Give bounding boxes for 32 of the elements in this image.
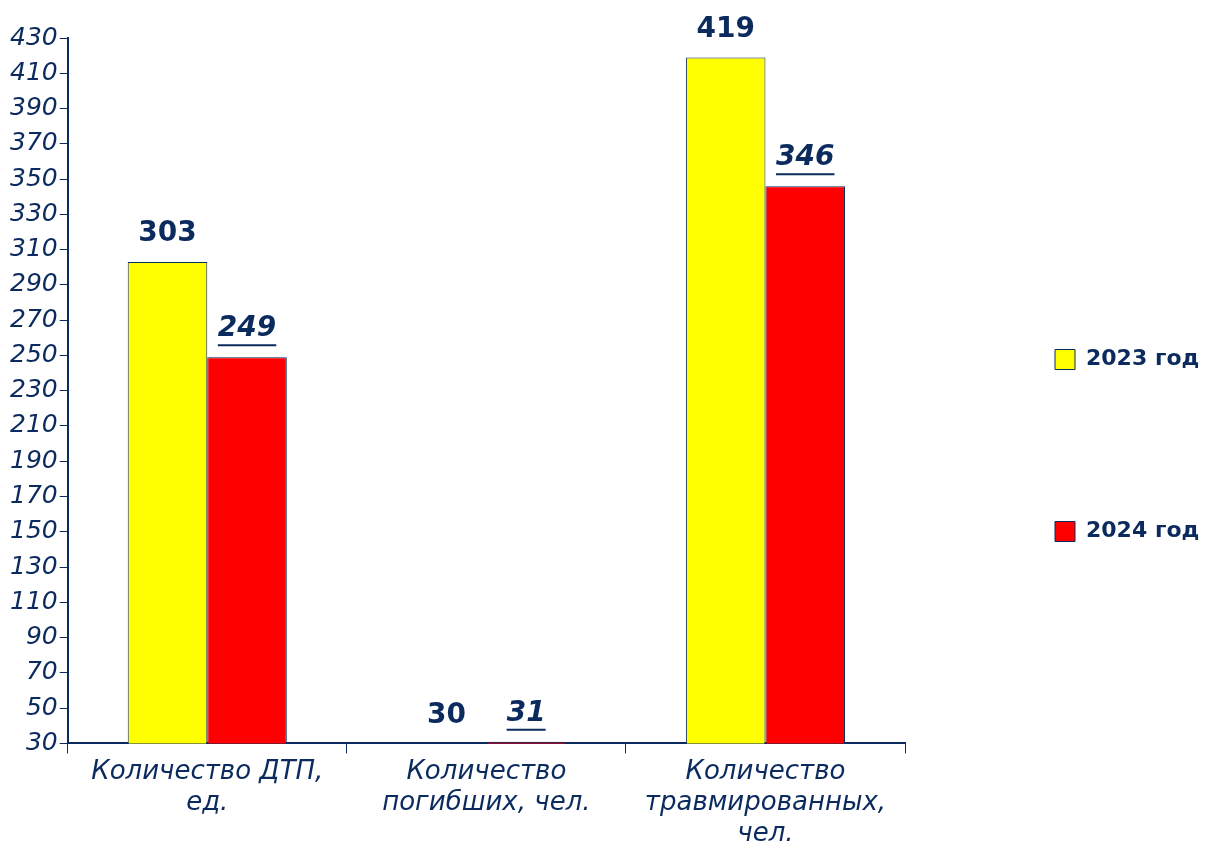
- y-tick-label: 130: [10, 550, 58, 580]
- x-tick-label: Количество ДТП, ед.: [91, 754, 324, 816]
- y-tick-label: 250: [10, 338, 58, 368]
- y-tick-label: 90: [25, 621, 58, 651]
- data-label: 30: [427, 696, 467, 730]
- y-tick-label: 350: [10, 162, 58, 192]
- data-label: 249: [217, 310, 277, 344]
- y-tick-label: 430: [10, 21, 58, 51]
- y-tick-label: 50: [25, 691, 58, 721]
- x-tick-label: Количество погибших, чел.: [382, 754, 591, 816]
- data-label: 31: [506, 694, 546, 728]
- y-tick-label: 330: [10, 197, 58, 227]
- y-tick-label: 230: [10, 374, 58, 404]
- y-tick-label: 290: [10, 268, 58, 298]
- y-tick-label: 30: [25, 726, 58, 756]
- y-tick-label: 370: [10, 127, 58, 157]
- y-tick-label: 210: [10, 409, 58, 439]
- data-label: 419: [696, 10, 755, 44]
- y-tick-label: 110: [10, 585, 58, 615]
- y-tick-label: 190: [10, 444, 58, 474]
- y-tick-label: 70: [25, 656, 58, 686]
- legend-label: 2023 год: [1086, 345, 1200, 371]
- x-tick-label: Количество травмированных, чел.: [644, 754, 887, 848]
- y-tick-label: 270: [10, 303, 58, 333]
- data-label: 303: [138, 215, 197, 249]
- legend-label: 2024 год: [1086, 517, 1200, 543]
- y-tick-label: 310: [10, 233, 58, 263]
- data-label: 346: [776, 139, 835, 173]
- y-tick-label: 150: [10, 515, 58, 545]
- y-tick-label: 390: [10, 92, 58, 122]
- y-tick-label: 410: [10, 56, 58, 86]
- y-tick-label: 170: [10, 480, 58, 510]
